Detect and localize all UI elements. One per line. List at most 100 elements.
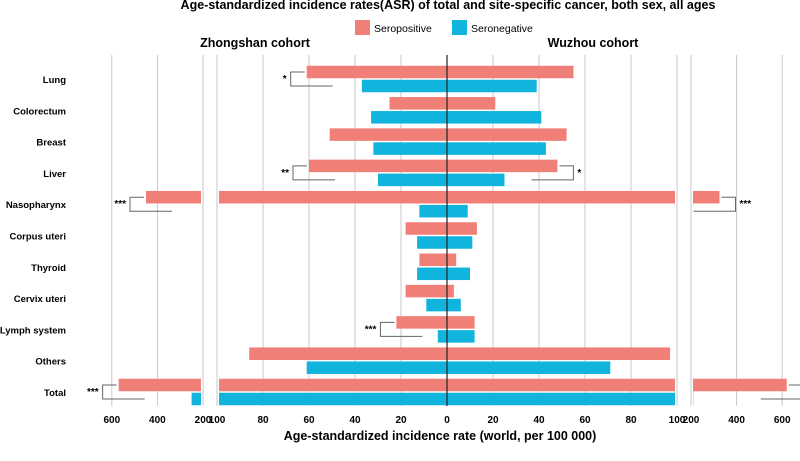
- bar-nasopharynx-seropositive-zhongshan: [219, 190, 447, 204]
- x-tick-label: 80: [257, 415, 269, 426]
- category-label-liver: Liver: [43, 169, 66, 180]
- bar-nasopharynx-seropositive-wuzhou: [447, 190, 675, 204]
- significance-label: ***: [365, 324, 377, 335]
- x-tick-label: 200: [683, 415, 700, 426]
- significance-label: *: [283, 74, 287, 85]
- legend: Seropositive Seronegative: [355, 20, 533, 35]
- x-tick-label: 60: [303, 415, 315, 426]
- bar-corpus-uteri-seropositive-zhongshan: [405, 222, 447, 235]
- significance-bracket: [290, 71, 333, 87]
- bars: [118, 55, 787, 406]
- significance-bracket: [693, 196, 736, 212]
- significance-bracket: [129, 196, 172, 212]
- bar-corpus-uteri-seropositive-wuzhou: [447, 222, 477, 235]
- significance-label: ***: [87, 387, 99, 398]
- category-label-cervix-uteri: Cervix uteri: [14, 294, 66, 305]
- bar-nasopharynx-seronegative-zhongshan: [419, 204, 447, 218]
- chart-title: Age-standardized incidence rates(ASR) of…: [181, 0, 716, 12]
- bar-nasopharynx-seronegative-wuzhou: [447, 204, 468, 218]
- bar-lung-seropositive-zhongshan: [306, 65, 447, 79]
- bar-corpus-uteri-seronegative-zhongshan: [417, 236, 447, 249]
- significance-bracket: [379, 321, 423, 337]
- legend-swatch-seropositive: [355, 20, 370, 35]
- x-tick-label: 400: [728, 415, 745, 426]
- significance-label: ***: [114, 199, 126, 210]
- bar-corpus-uteri-seronegative-wuzhou: [447, 236, 473, 249]
- category-label-others: Others: [35, 357, 66, 368]
- bar-liver-seronegative-zhongshan: [378, 173, 447, 187]
- bar-colorectum-seropositive-zhongshan: [389, 97, 447, 110]
- significance-bracket: [760, 384, 800, 400]
- bar-total-seronegative-zhongshan: [219, 392, 447, 406]
- bar-total-seropositive-zhongshan-outer: [118, 378, 201, 392]
- bar-breast-seronegative-zhongshan: [373, 142, 447, 155]
- bar-others-seropositive-zhongshan: [249, 347, 447, 360]
- bar-liver-seropositive-zhongshan: [309, 159, 447, 173]
- significance-markers: *******************: [87, 71, 800, 400]
- x-tick-label: 100: [669, 415, 686, 426]
- gridlines: [111, 55, 783, 406]
- bar-breast-seropositive-zhongshan: [329, 128, 447, 141]
- bar-cervix-uteri-seronegative-wuzhou: [447, 298, 461, 312]
- bar-total-seronegative-wuzhou: [447, 392, 675, 406]
- category-label-total: Total: [44, 388, 66, 399]
- bar-liver-seropositive-wuzhou: [447, 159, 558, 173]
- significance-label: *: [577, 168, 581, 179]
- x-tick-label: 100: [209, 415, 226, 426]
- category-label-lymph-system: Lymph system: [0, 325, 66, 336]
- category-label-lung: Lung: [43, 75, 66, 86]
- bar-liver-seronegative-wuzhou: [447, 173, 505, 187]
- category-labels: Lung Colorectum Breast Liver Nasopharynx Corp…: [0, 75, 67, 399]
- x-tick-label: 0: [444, 415, 450, 426]
- bar-lymph-system-seropositive-wuzhou: [447, 316, 475, 329]
- bar-thyroid-seropositive-zhongshan: [419, 253, 447, 267]
- significance-bracket: [292, 165, 335, 181]
- x-tick-label: 200: [195, 415, 212, 426]
- x-tick-label: 40: [533, 415, 545, 426]
- x-axis-label: Age-standardized incidence rate (world, …: [284, 429, 597, 443]
- x-tick-label: 80: [625, 415, 637, 426]
- x-tick-label: 60: [579, 415, 591, 426]
- bar-thyroid-seronegative-wuzhou: [447, 267, 470, 281]
- bar-breast-seronegative-wuzhou: [447, 142, 546, 155]
- bar-thyroid-seropositive-wuzhou: [447, 253, 457, 267]
- significance-label: ***: [740, 199, 752, 210]
- panel-title-left: Zhongshan cohort: [200, 36, 311, 50]
- bar-cervix-uteri-seronegative-zhongshan: [426, 298, 447, 312]
- category-label-corpus-uteri: Corpus uteri: [10, 232, 66, 243]
- legend-swatch-seronegative: [452, 20, 467, 35]
- bar-thyroid-seronegative-zhongshan: [417, 267, 447, 281]
- x-tick-label: 20: [487, 415, 499, 426]
- significance-label: **: [281, 168, 289, 179]
- category-label-breast: Breast: [36, 138, 66, 149]
- x-tick-label: 20: [395, 415, 407, 426]
- bar-lymph-system-seronegative-wuzhou: [447, 330, 475, 343]
- bar-breast-seropositive-wuzhou: [447, 128, 567, 141]
- bar-total-seropositive-zhongshan: [219, 378, 447, 392]
- bar-total-seropositive-wuzhou: [447, 378, 675, 392]
- bar-colorectum-seronegative-wuzhou: [447, 111, 542, 124]
- category-label-thyroid: Thyroid: [31, 263, 66, 274]
- bar-others-seronegative-zhongshan: [306, 361, 447, 374]
- bar-lung-seropositive-wuzhou: [447, 65, 574, 79]
- x-tick-label: 400: [149, 415, 166, 426]
- bar-colorectum-seropositive-wuzhou: [447, 97, 496, 110]
- category-label-nasopharynx: Nasopharynx: [6, 200, 67, 211]
- significance-bracket: [102, 384, 145, 400]
- legend-label-seronegative: Seronegative: [471, 23, 533, 35]
- bar-others-seronegative-wuzhou: [447, 361, 611, 374]
- legend-label-seropositive: Seropositive: [374, 23, 432, 35]
- bar-total-seropositive-wuzhou-outer: [693, 378, 787, 392]
- bar-lung-seronegative-wuzhou: [447, 79, 537, 93]
- x-tick-label: 40: [349, 415, 361, 426]
- bar-lymph-system-seropositive-zhongshan: [396, 316, 447, 329]
- bar-cervix-uteri-seropositive-wuzhou: [447, 284, 454, 298]
- significance-bracket: [531, 165, 574, 181]
- bar-colorectum-seronegative-zhongshan: [371, 111, 447, 124]
- bar-lymph-system-seronegative-zhongshan: [437, 330, 447, 343]
- bar-nasopharynx-seropositive-wuzhou-outer: [693, 190, 720, 204]
- x-tick-label: 600: [103, 415, 120, 426]
- category-label-colorectum: Colorectum: [13, 106, 66, 117]
